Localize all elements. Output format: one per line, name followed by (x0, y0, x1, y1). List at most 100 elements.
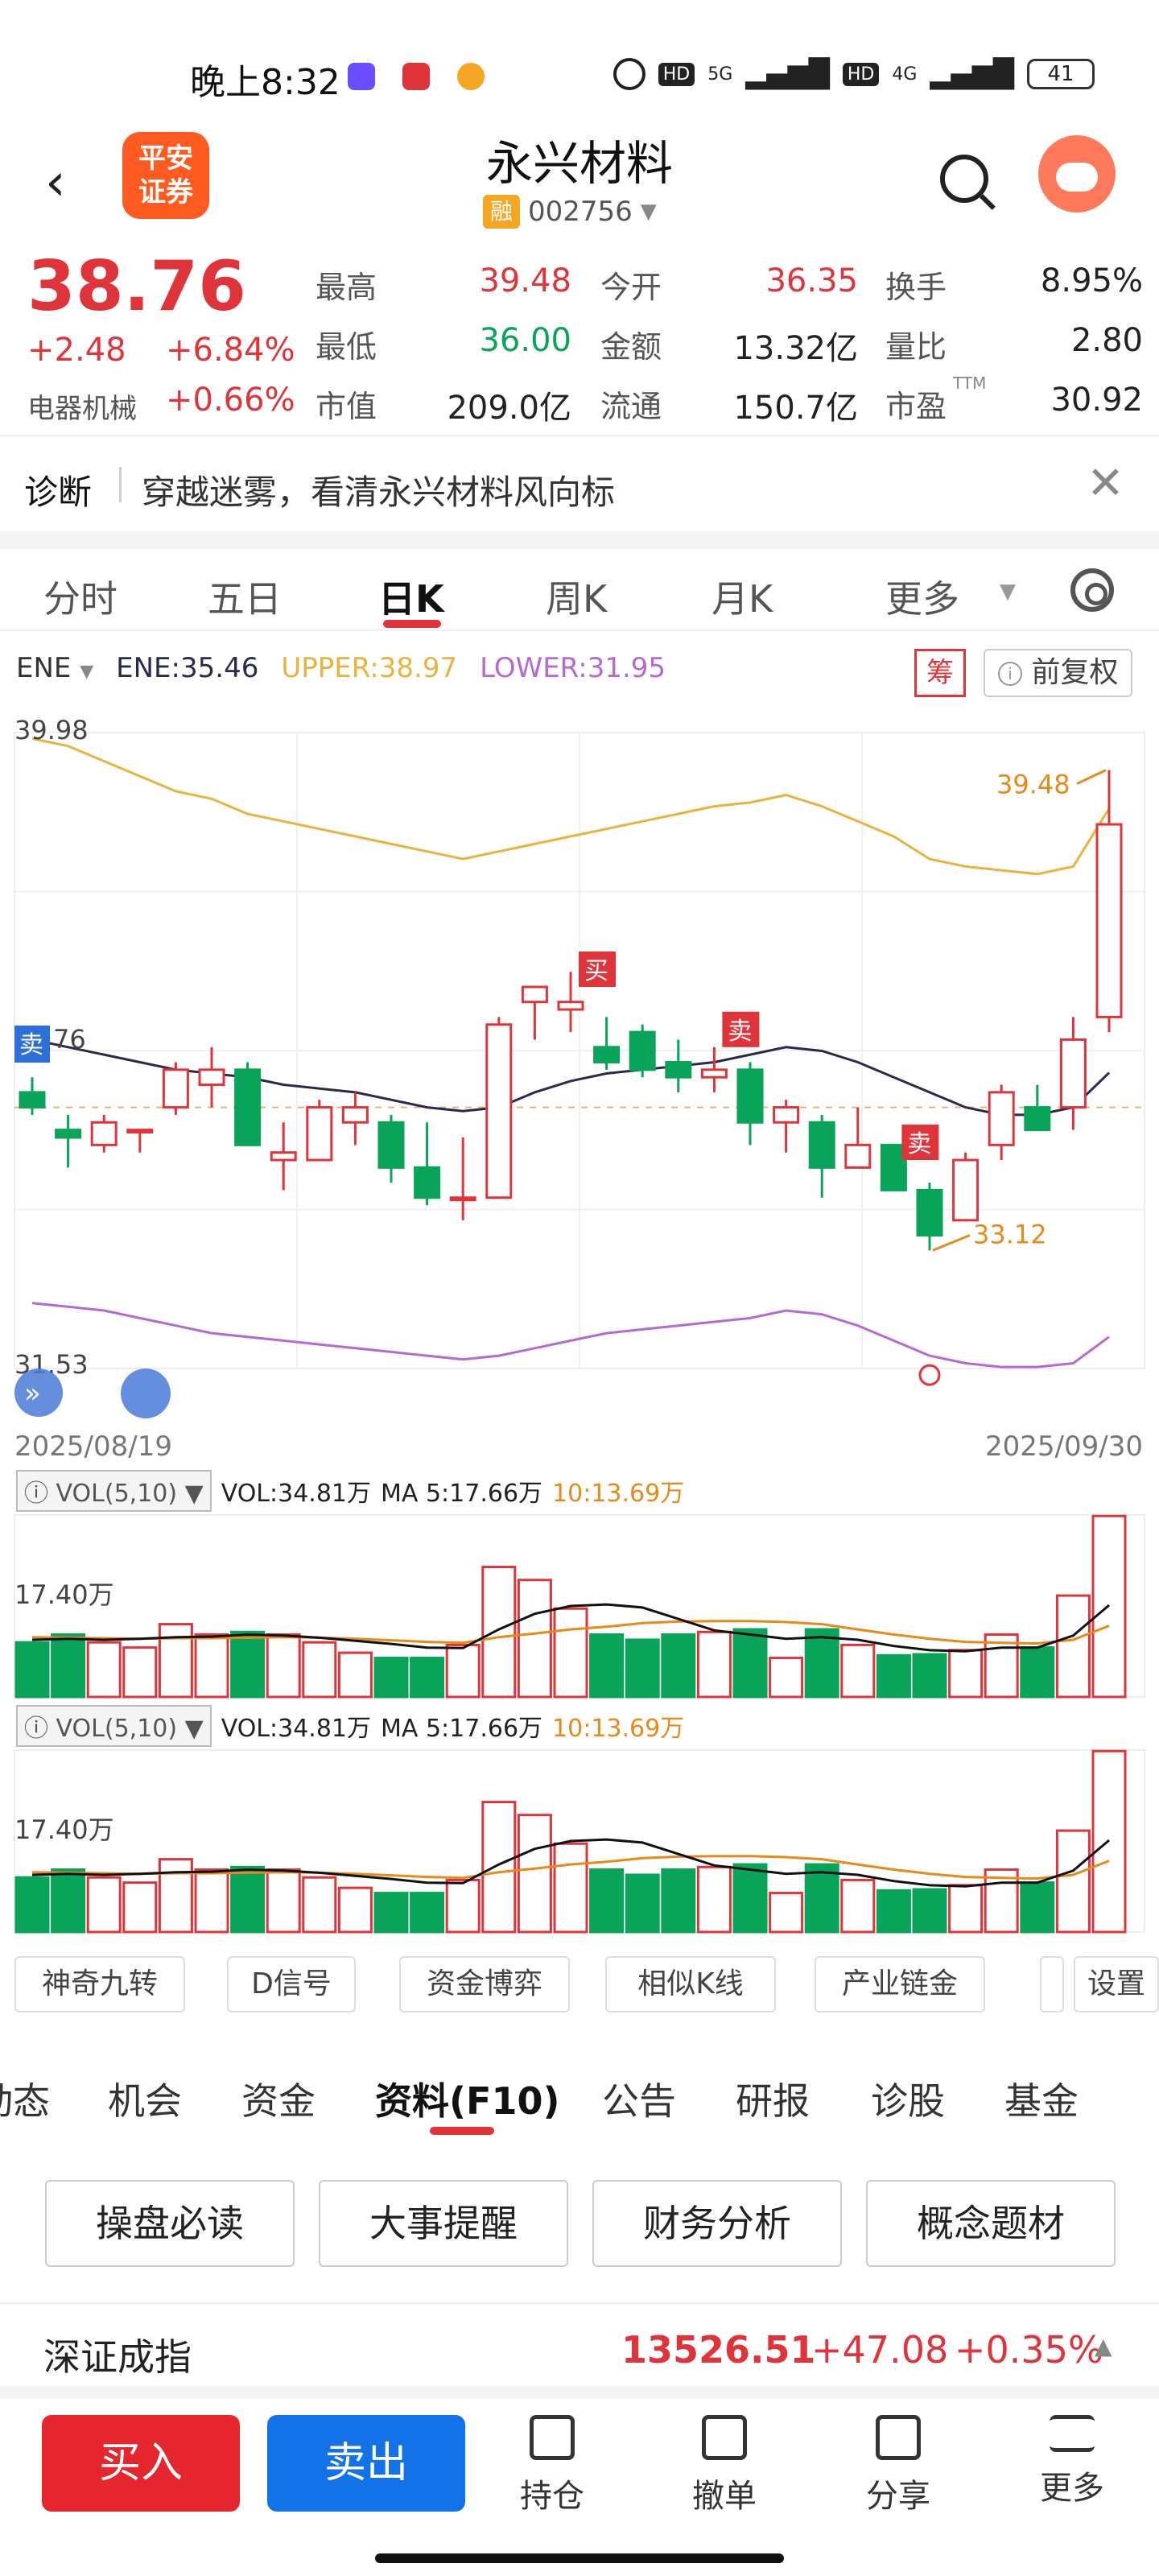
candle (162, 1068, 189, 1109)
volume-bar (912, 1653, 947, 1699)
tool-partial[interactable] (1040, 1956, 1064, 2013)
tool-fund-game[interactable]: 资金博弈 (399, 1956, 570, 2013)
tab-fund[interactable]: 基金 (1004, 2079, 1079, 2123)
caret-down-icon: ▼ (1000, 580, 1016, 604)
current-price: 38.76 (27, 246, 247, 327)
cancel-order-button[interactable]: 撤单 (668, 2415, 781, 2516)
stock-name: 永兴材料 (485, 136, 673, 191)
close-icon[interactable]: ✕ (1087, 457, 1124, 510)
financial-analysis-button[interactable]: 财务分析 (592, 2180, 842, 2267)
expand-left-icon[interactable] (14, 1368, 63, 1417)
quote-value: 2.80 (1070, 322, 1143, 359)
volume-bar (876, 1889, 911, 1934)
tool-similar-k[interactable]: 相似K线 (605, 1956, 776, 2013)
volume-ma10: 10:13.69万 (552, 1480, 685, 1508)
fullscreen-icon[interactable] (121, 1368, 171, 1418)
index-value: 13526.51 (621, 2328, 816, 2372)
volume-bar (373, 1657, 409, 1699)
index-change: +47.08 (811, 2328, 949, 2372)
volume-ma10-line (31, 1855, 1110, 1880)
tab-diagnose[interactable]: 诊股 (871, 2079, 945, 2123)
more-label: 更多 (1040, 2470, 1104, 2507)
quote-value: 209.0亿 (447, 390, 571, 427)
chip-distribution-button[interactable]: 筹 (914, 649, 966, 697)
volume-bar (302, 1876, 337, 1934)
volume-bar (732, 1628, 768, 1699)
volume-bar (517, 1814, 552, 1934)
candle (414, 1166, 441, 1199)
concepts-button[interactable]: 概念题材 (866, 2180, 1116, 2267)
tab-five-day[interactable]: 五日 (208, 577, 282, 621)
sell-signal-tag (722, 1011, 760, 1047)
volume-chart-2[interactable]: 17.40万 (0, 1742, 1159, 1940)
stock-code-row[interactable]: 融 002756 ▼ (483, 195, 657, 229)
candle (485, 1023, 513, 1199)
tab-announcements[interactable]: 公告 (602, 2079, 676, 2123)
gear-icon[interactable] (1070, 568, 1114, 612)
assistant-avatar[interactable] (1038, 135, 1116, 213)
volume-bar (266, 1633, 301, 1699)
volume-bar (302, 1641, 337, 1699)
indicator-select[interactable]: ENE ▼ (16, 652, 93, 684)
candle (521, 985, 548, 1004)
tab-news[interactable]: 动态 (0, 2079, 50, 2123)
volume-axis-label-2: 17.40万 (14, 1814, 114, 1845)
share-button[interactable]: 分享 (842, 2415, 955, 2516)
volume-bar (553, 1842, 588, 1934)
buy-button[interactable]: 买入 (42, 2415, 240, 2512)
volume-bar (661, 1868, 696, 1934)
volume-bar (122, 1881, 158, 1934)
volume-chart-1[interactable]: 17.40万 (0, 1507, 1159, 1705)
tab-research[interactable]: 研报 (736, 2079, 810, 2123)
volume-indicator-select-2[interactable]: ⓘ VOL(5,10) ▼ (16, 1705, 212, 1747)
status-time: 晚上8:32 (190, 62, 340, 103)
quote-label: 今开 (600, 270, 662, 305)
diagnosis-banner[interactable]: 诊断 穿越迷雾，看清永兴材料风向标 ✕ (0, 435, 1159, 531)
volume-bar (86, 1876, 122, 1934)
volume-indicator-name-2: VOL(5,10) (56, 1715, 178, 1743)
tool-settings[interactable]: 设置 (1074, 1956, 1159, 2013)
volume-bar (661, 1633, 696, 1699)
stock-header: ‹ 平安 证券 永兴材料 融 002756 ▼ (0, 121, 1159, 242)
volume-indicator-select[interactable]: ⓘ VOL(5,10) ▼ (16, 1470, 212, 1512)
broker-logo[interactable]: 平安 证券 (122, 132, 209, 219)
tab-monthly-k[interactable]: 月K (711, 577, 773, 621)
indicator-name: ENE (16, 652, 72, 684)
ene-value: ENE:35.46 (116, 652, 259, 684)
must-read-button[interactable]: 操盘必读 (45, 2180, 295, 2267)
tool-d-signal[interactable]: D信号 (227, 1956, 356, 2013)
back-button[interactable]: ‹ (45, 153, 66, 213)
caret-up-icon: ▲ (1095, 2333, 1112, 2359)
sell-button[interactable]: 卖出 (267, 2415, 465, 2512)
sector-name[interactable]: 电器机械 (27, 393, 137, 425)
active-tab-indicator (383, 620, 441, 628)
tool-industry-chain[interactable]: 产业链金 (815, 1956, 985, 2013)
index-ticker[interactable]: 深证成指 13526.51 +47.08 +0.35% ▲ (0, 2302, 1159, 2399)
low-price-label: 33.12 (973, 1220, 1047, 1250)
tab-daily-k[interactable]: 日K (378, 577, 444, 621)
tab-more[interactable]: 更多 (885, 577, 959, 621)
sell-signal-tag[interactable] (14, 1026, 50, 1063)
tab-weekly-k[interactable]: 周K (546, 577, 608, 621)
document-icon (530, 2415, 575, 2460)
positions-button[interactable]: 持仓 (496, 2415, 608, 2516)
alarm-icon (612, 58, 645, 90)
volume-bar (517, 1579, 552, 1699)
tab-opportunity[interactable]: 机会 (108, 2079, 182, 2123)
search-icon[interactable] (940, 155, 988, 203)
tab-intraday[interactable]: 分时 (43, 577, 118, 621)
chart-grid (14, 732, 1145, 1369)
events-button[interactable]: 大事提醒 (319, 2180, 568, 2267)
tool-magic-nine[interactable]: 神奇九转 (14, 1956, 185, 2013)
tab-funds[interactable]: 资金 (241, 2079, 316, 2123)
tab-f10[interactable]: 资料(F10) (375, 2079, 560, 2123)
adjust-mode-button[interactable]: i 前复权 (984, 649, 1133, 697)
volume-bar (86, 1641, 122, 1699)
candle (306, 1106, 333, 1162)
buy-signal-tag-text: 买 (584, 957, 608, 985)
more-button[interactable]: 更多 (1016, 2415, 1128, 2508)
candle (55, 1129, 82, 1139)
caret-down-icon: ▼ (640, 200, 657, 224)
volume-bar (840, 1643, 876, 1699)
